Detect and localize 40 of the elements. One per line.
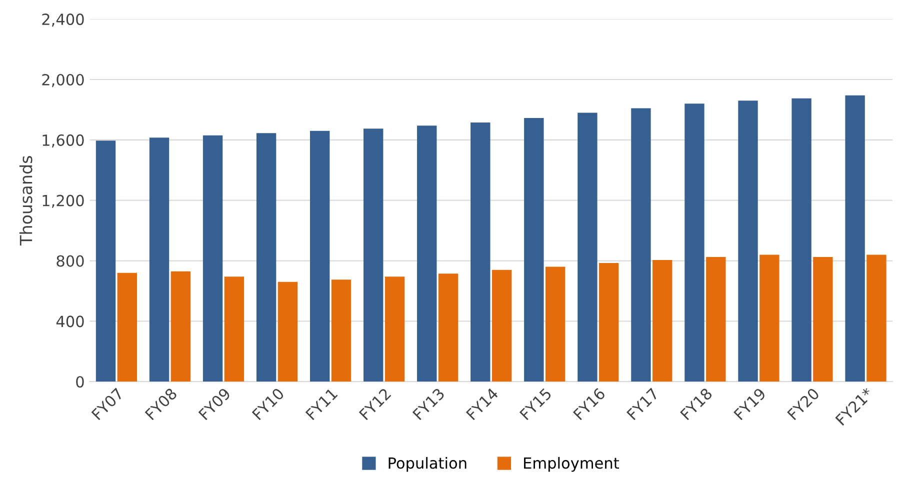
bar [845,95,865,382]
bar [96,140,116,382]
bar [578,112,598,382]
bar [545,266,566,382]
bar [599,263,619,382]
bar [331,280,352,382]
bar [256,133,276,382]
y-tick-label: 1,600 [42,134,84,148]
bar [149,138,170,382]
bar [792,98,812,382]
legend-label: Employment [524,456,620,472]
bar [224,276,244,382]
y-axis-title: Thousands [19,156,32,246]
bar [652,260,672,382]
bar [438,274,458,382]
bar [813,256,833,382]
bar [760,254,780,382]
y-tick-label: 800 [56,255,84,267]
bar [738,100,758,382]
bar [706,256,726,382]
y-tick-label: 0 [76,376,84,388]
bar [524,118,544,382]
y-tick-label: 2,400 [42,14,84,27]
y-tick-label: 1,200 [42,194,84,208]
y-tick-label: 400 [56,316,84,328]
y-tick-label: 2,000 [42,74,84,88]
bar [117,272,138,382]
bar [492,270,512,382]
bar [631,108,651,382]
bar [278,282,298,382]
bar [684,104,704,382]
bar [866,254,886,382]
bar [310,130,330,382]
bar [202,135,223,382]
bar [364,128,384,382]
bar [417,126,437,382]
bar [384,276,405,382]
bar [470,122,490,382]
bar [170,271,191,382]
legend-label: Population [388,456,466,472]
